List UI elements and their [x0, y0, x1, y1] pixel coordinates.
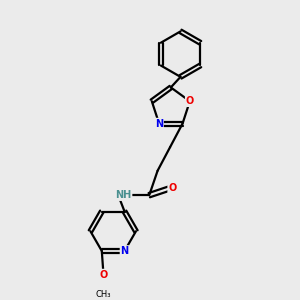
Text: CH₃: CH₃	[95, 290, 111, 299]
Text: O: O	[168, 183, 176, 193]
Text: NH: NH	[115, 190, 132, 200]
Text: N: N	[155, 118, 163, 129]
Text: N: N	[121, 246, 129, 256]
Text: O: O	[99, 270, 107, 280]
Text: O: O	[186, 96, 194, 106]
